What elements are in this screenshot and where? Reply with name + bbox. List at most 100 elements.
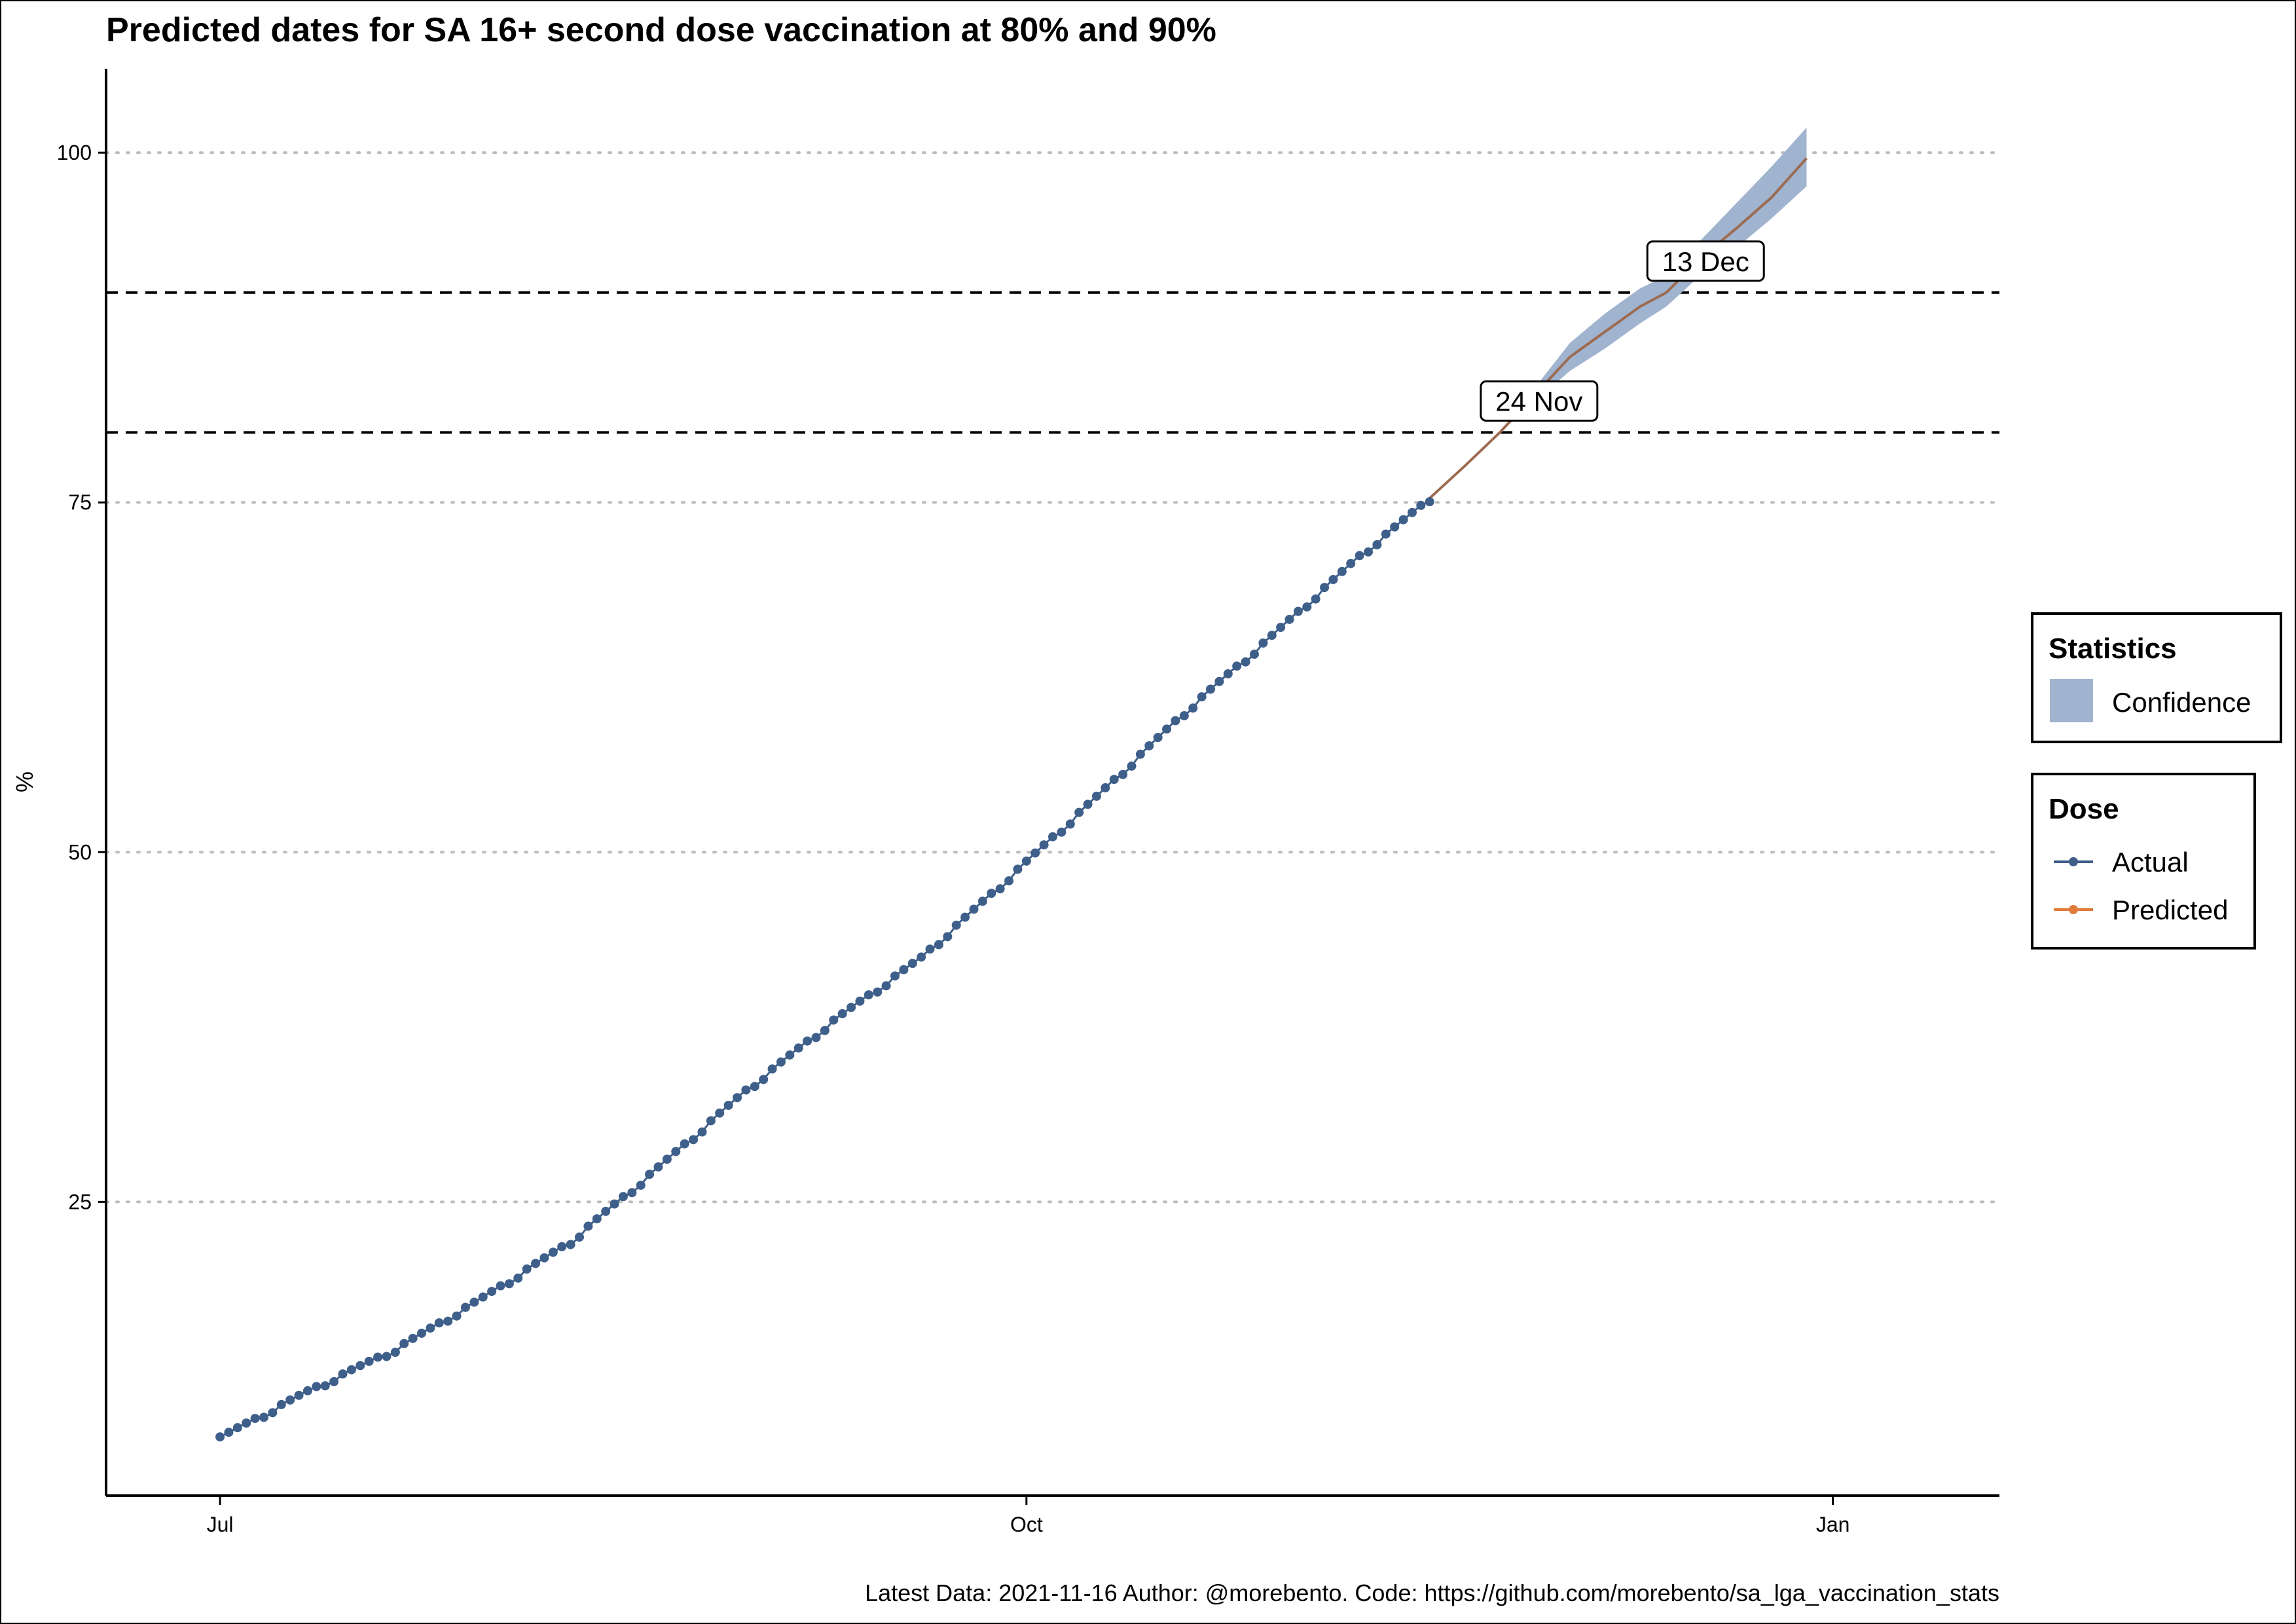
actual-point [899, 965, 909, 974]
actual-point [1390, 522, 1400, 532]
actual-point [1188, 703, 1198, 713]
actual-point [224, 1428, 234, 1437]
annotation-label: 24 Nov [1495, 386, 1582, 416]
legend-statistics: Statistics Confidence [2031, 612, 2282, 743]
threshold-lines [106, 291, 1999, 434]
actual-point [1337, 566, 1347, 576]
actual-point [995, 884, 1005, 894]
actual-point [750, 1082, 759, 1092]
actual-point [320, 1381, 330, 1391]
actual-point [803, 1036, 812, 1046]
actual-point [1364, 547, 1373, 557]
legend-actual-label: Actual [2112, 847, 2189, 877]
actual-point [1083, 800, 1093, 809]
actual-point [364, 1356, 374, 1366]
caption: Latest Data: 2021-11-16 Author: @moreben… [865, 1579, 1999, 1606]
actual-point [907, 959, 917, 969]
actual-point [785, 1050, 795, 1060]
actual-point [1320, 583, 1330, 593]
actual-point [934, 940, 943, 950]
actual-point [925, 944, 935, 954]
actual-point [522, 1264, 532, 1274]
actual-point [793, 1043, 803, 1053]
actual-point [1355, 551, 1364, 561]
actual-point [627, 1188, 637, 1198]
actual-point [302, 1386, 312, 1395]
actual-point [1004, 876, 1014, 886]
actual-point [487, 1287, 497, 1297]
actual-point [1135, 749, 1145, 759]
actual-point [960, 912, 970, 922]
actual-point [1311, 594, 1321, 604]
actual-point [1267, 631, 1277, 640]
actual-point [1030, 848, 1040, 858]
actual-point [1144, 741, 1154, 750]
y-tick-label: 25 [68, 1190, 92, 1213]
actual-point [1398, 515, 1408, 525]
actual-point [548, 1247, 558, 1257]
actual-point [1346, 559, 1356, 568]
y-ticks: 25 50 75 100 [57, 141, 106, 1213]
actual-point [478, 1292, 488, 1302]
actual-point [697, 1127, 707, 1137]
actual-point [943, 932, 953, 942]
actual-point [1091, 791, 1101, 801]
actual-point [811, 1033, 821, 1043]
actual-point [557, 1242, 567, 1251]
legend-confidence-label: Confidence [2112, 687, 2251, 718]
actual-point [645, 1170, 655, 1179]
actual-point [583, 1221, 593, 1231]
actual-point [285, 1395, 295, 1405]
actual-point [399, 1338, 409, 1348]
actual-point [890, 971, 900, 981]
actual-point [829, 1015, 839, 1025]
actual-point [1249, 650, 1259, 659]
actual-point [1153, 733, 1163, 743]
actual-point [1171, 716, 1180, 726]
actual-point [1101, 783, 1110, 793]
confidence-band [1499, 127, 1807, 433]
actual-point [294, 1390, 304, 1400]
actual-point [1048, 832, 1057, 841]
actual-point [951, 920, 961, 930]
actual-point [1258, 638, 1268, 648]
actual-point [1013, 864, 1023, 874]
y-axis-label: % [11, 771, 38, 792]
actual-point [242, 1418, 251, 1428]
actual-point [250, 1414, 260, 1424]
actual-point [513, 1273, 523, 1283]
actual-point [408, 1333, 418, 1343]
actual-point [601, 1206, 611, 1216]
legend-dose: Dose Actual Predicted [2031, 773, 2256, 950]
actual-point [1021, 856, 1031, 866]
actual-point [1039, 840, 1049, 850]
actual-line [219, 500, 1430, 1438]
confidence-area [1499, 127, 1807, 433]
actual-point [1065, 819, 1075, 829]
actual-point [329, 1376, 339, 1386]
actual-point [496, 1281, 505, 1291]
legend-predicted-label: Predicted [2112, 895, 2228, 925]
actual-point [460, 1302, 470, 1312]
legend-actual-point [2069, 857, 2078, 866]
actual-point [1214, 676, 1224, 686]
actual-point [338, 1369, 348, 1379]
actual-point [977, 896, 987, 906]
actual-point [1223, 669, 1233, 678]
actual-point [575, 1232, 584, 1242]
x-ticks: Jul Oct Jan [207, 1496, 1850, 1536]
actual-point [1206, 684, 1215, 694]
actual-point [741, 1085, 751, 1095]
actual-point [1416, 500, 1426, 510]
actual-point [662, 1154, 672, 1164]
legend-statistics-title: Statistics [2049, 633, 2177, 665]
actual-point [987, 889, 996, 898]
actual-point [268, 1408, 278, 1418]
y-tick-label: 100 [57, 141, 92, 164]
actual-point [1241, 657, 1250, 667]
actual-point [881, 981, 891, 991]
actual-point [1302, 602, 1312, 612]
actual-point [276, 1399, 286, 1409]
